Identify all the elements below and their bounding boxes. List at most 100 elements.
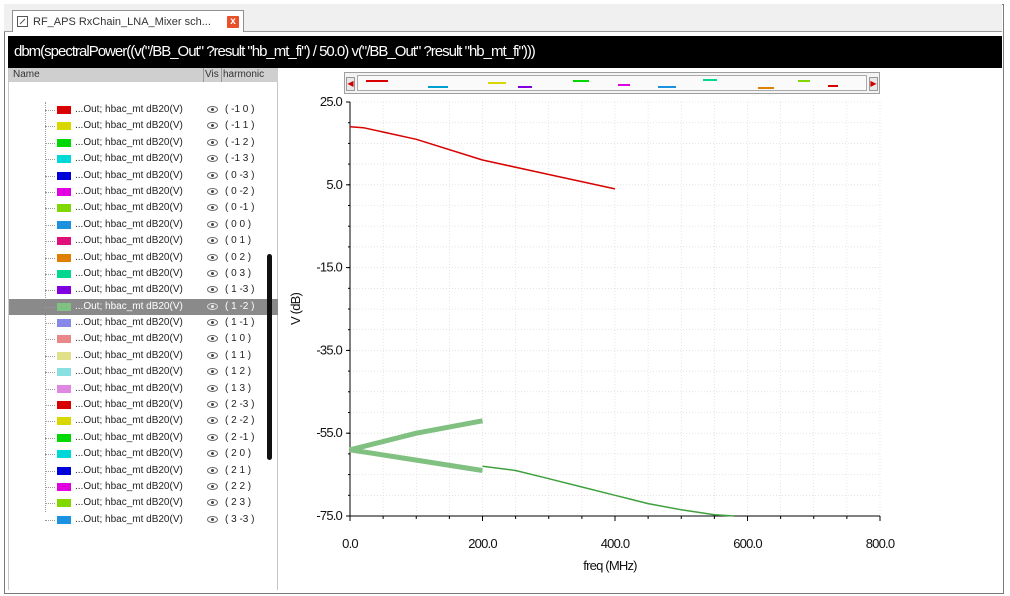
column-header-harmonic[interactable]: harmonic <box>223 69 265 80</box>
eye-icon[interactable] <box>207 269 218 277</box>
overview-track[interactable] <box>357 75 867 91</box>
tree-connector <box>45 159 55 161</box>
signal-row[interactable]: ...Out; hbac_mt dB20(V) ( 0 -1 ) <box>9 200 279 216</box>
harmonic-value: ( 2 -3 ) <box>225 399 255 411</box>
color-swatch[interactable] <box>57 171 71 180</box>
signal-row[interactable]: ...Out; hbac_mt dB20(V) ( 1 1 ) <box>9 348 279 364</box>
eye-icon[interactable] <box>207 187 218 195</box>
signal-label: ...Out; hbac_mt dB20(V) <box>75 185 183 197</box>
signal-row[interactable]: ...Out; hbac_mt dB20(V) ( 1 2 ) <box>9 364 279 380</box>
signal-row[interactable]: ...Out; hbac_mt dB20(V) ( 0 -2 ) <box>9 184 279 200</box>
eye-icon[interactable] <box>207 351 218 359</box>
eye-icon[interactable] <box>207 106 218 113</box>
eye-icon[interactable] <box>207 253 218 261</box>
color-swatch[interactable] <box>57 499 71 508</box>
eye-icon[interactable] <box>207 319 218 327</box>
eye-icon[interactable] <box>207 466 218 474</box>
color-swatch[interactable] <box>57 220 71 229</box>
tab-strip: RF_APS RxChain_LNA_Mixer sch... x <box>4 4 1002 32</box>
column-divider[interactable] <box>221 68 222 82</box>
eye-icon[interactable] <box>207 384 218 392</box>
column-header-name[interactable]: Name <box>13 69 40 80</box>
color-swatch[interactable] <box>57 351 71 360</box>
signal-row[interactable]: ...Out; hbac_mt dB20(V) ( 1 -2 ) <box>9 298 279 316</box>
close-icon[interactable]: x <box>227 15 239 28</box>
signal-row[interactable]: ...Out; hbac_mt dB20(V) ( 0 0 ) <box>9 217 279 233</box>
signal-row[interactable]: ...Out; hbac_mt dB20(V) ( 2 3 ) <box>9 495 279 511</box>
eye-icon[interactable] <box>207 171 218 179</box>
series-line <box>349 447 483 473</box>
color-swatch[interactable] <box>57 384 71 393</box>
color-swatch[interactable] <box>57 286 71 295</box>
color-swatch[interactable] <box>57 138 71 147</box>
eye-icon[interactable] <box>207 155 218 163</box>
signal-row[interactable]: ...Out; hbac_mt dB20(V) ( 0 2 ) <box>9 250 279 266</box>
eye-icon[interactable] <box>207 335 218 343</box>
color-swatch[interactable] <box>57 269 71 278</box>
signal-row[interactable]: ...Out; hbac_mt dB20(V) ( 1 0 ) <box>9 331 279 347</box>
signal-row[interactable]: ...Out; hbac_mt dB20(V) ( 1 3 ) <box>9 381 279 397</box>
signal-row[interactable]: ...Out; hbac_mt dB20(V) ( 2 0 ) <box>9 446 279 462</box>
signal-row[interactable]: ...Out; hbac_mt dB20(V) ( -1 2 ) <box>9 135 279 151</box>
eye-icon[interactable] <box>207 401 218 409</box>
color-swatch[interactable] <box>57 253 71 262</box>
color-swatch[interactable] <box>57 482 71 491</box>
eye-icon[interactable] <box>207 433 218 441</box>
color-swatch[interactable] <box>57 450 71 459</box>
signal-row[interactable]: ...Out; hbac_mt dB20(V) ( 2 -1 ) <box>9 430 279 446</box>
color-swatch[interactable] <box>57 401 71 410</box>
color-swatch[interactable] <box>57 204 71 213</box>
color-swatch[interactable] <box>57 155 71 164</box>
eye-icon[interactable] <box>207 417 218 425</box>
overview-left-handle[interactable]: ◀ <box>346 77 355 91</box>
signal-row[interactable]: ...Out; hbac_mt dB20(V) ( 0 3 ) <box>9 266 279 282</box>
eye-icon[interactable] <box>207 499 218 507</box>
signal-row[interactable]: ...Out; hbac_mt dB20(V) ( -1 3 ) <box>9 151 279 167</box>
tab-rxchain-schematic[interactable]: RF_APS RxChain_LNA_Mixer sch... x <box>12 10 244 32</box>
eye-icon[interactable] <box>207 138 218 146</box>
column-divider[interactable] <box>203 68 204 82</box>
color-swatch[interactable] <box>57 237 71 246</box>
signal-row[interactable]: ...Out; hbac_mt dB20(V) ( 2 2 ) <box>9 479 279 495</box>
eye-icon[interactable] <box>207 368 218 376</box>
color-swatch[interactable] <box>57 335 71 344</box>
column-header-vis[interactable]: Vis <box>205 69 219 80</box>
eye-icon[interactable] <box>207 302 218 310</box>
signal-row[interactable]: ...Out; hbac_mt dB20(V) ( 0 1 ) <box>9 233 279 249</box>
color-swatch[interactable] <box>57 302 71 311</box>
signal-row[interactable]: ...Out; hbac_mt dB20(V) ( 0 -3 ) <box>9 168 279 184</box>
eye-icon[interactable] <box>207 237 218 245</box>
color-swatch[interactable] <box>57 417 71 426</box>
harmonic-value: ( 1 3 ) <box>225 382 252 394</box>
signal-row[interactable]: ...Out; hbac_mt dB20(V) ( 2 -2 ) <box>9 413 279 429</box>
eye-icon[interactable] <box>207 122 218 130</box>
eye-icon[interactable] <box>207 515 218 523</box>
eye-icon[interactable] <box>207 220 218 228</box>
tree-connector <box>45 241 55 243</box>
signal-row[interactable]: ...Out; hbac_mt dB20(V) ( -1 1 ) <box>9 118 279 134</box>
signal-row[interactable]: ...Out; hbac_mt dB20(V) ( 2 -3 ) <box>9 397 279 413</box>
signal-row[interactable]: ...Out; hbac_mt dB20(V) ( 3 -3 ) <box>9 512 279 528</box>
eye-icon[interactable] <box>207 482 218 490</box>
signal-row[interactable]: ...Out; hbac_mt dB20(V) ( 1 -3 ) <box>9 282 279 298</box>
color-swatch[interactable] <box>57 122 71 131</box>
signal-row[interactable]: ...Out; hbac_mt dB20(V) ( 2 1 ) <box>9 463 279 479</box>
color-swatch[interactable] <box>57 515 71 524</box>
x-axis-title: freq (MHz) <box>583 558 637 573</box>
signal-row[interactable]: ...Out; hbac_mt dB20(V) ( -1 0 ) <box>9 102 279 118</box>
eye-icon[interactable] <box>207 286 218 294</box>
overview-right-handle[interactable]: ▶ <box>869 77 878 91</box>
signal-row[interactable]: ...Out; hbac_mt dB20(V) ( 1 -1 ) <box>9 315 279 331</box>
color-swatch[interactable] <box>57 466 71 475</box>
eye-icon[interactable] <box>207 204 218 212</box>
color-swatch[interactable] <box>57 368 71 377</box>
overview-strip[interactable]: ◀ ▶ <box>344 72 880 94</box>
tree-connector <box>45 208 55 210</box>
color-swatch[interactable] <box>57 433 71 442</box>
color-swatch[interactable] <box>57 187 71 196</box>
color-swatch[interactable] <box>57 319 71 328</box>
eye-icon[interactable] <box>207 450 218 458</box>
color-swatch[interactable] <box>57 106 71 114</box>
vertical-scrollbar[interactable] <box>267 254 272 460</box>
chart[interactable]: 25.0 5.0 -15.0 -35.0 -55.0 -75.00.0 200.0 400.0… <box>278 68 1002 590</box>
